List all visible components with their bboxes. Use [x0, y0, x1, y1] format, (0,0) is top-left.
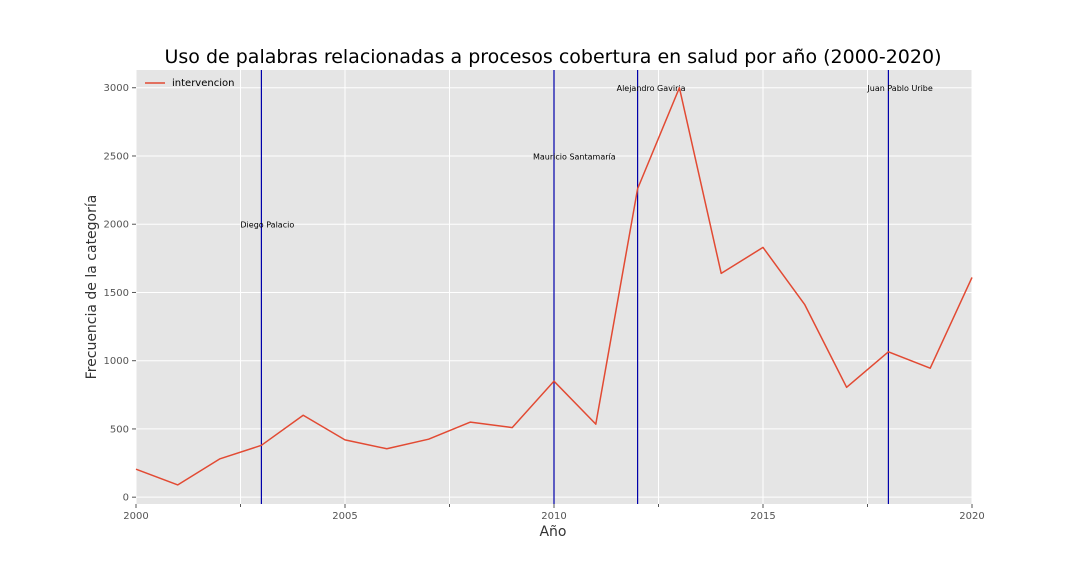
y-tick-label: 1500 [104, 288, 129, 299]
vertical-marker-label: Alejandro Gaviria [617, 84, 686, 93]
y-tick-label: 500 [110, 424, 129, 435]
x-axis: 2000 2005 2010 2015 2020 [123, 504, 985, 522]
y-tick-label: 0 [123, 493, 129, 504]
legend-label: intervencion [172, 78, 234, 89]
x-tick-label: 2020 [959, 511, 984, 522]
x-tick-label: 2005 [332, 511, 357, 522]
x-tick-label: 2015 [750, 511, 775, 522]
y-tick-label: 1000 [104, 356, 129, 367]
x-tick-label: 2000 [123, 511, 148, 522]
vertical-marker-label: Mauricio Santamaría [533, 152, 616, 161]
y-axis: 0 500 1000 1500 2000 2500 3000 [104, 83, 136, 504]
y-tick-label: 3000 [104, 83, 129, 94]
vertical-marker-label: Juan Pablo Uribe [866, 84, 932, 93]
vertical-marker-label: Diego Palacio [240, 221, 294, 230]
series-line-intervencion [135, 86, 973, 486]
x-tick-label: 2010 [541, 511, 566, 522]
series-layer [135, 86, 973, 486]
y-tick-label: 2000 [104, 220, 129, 231]
y-axis-title: Frecuencia de la categoría [84, 195, 100, 380]
vertical-markers: Diego Palacio Mauricio Santamaría Alejandr… [240, 70, 933, 504]
y-tick-label: 2500 [104, 151, 129, 162]
chart-title: Uso de palabras relacionadas a procesos … [164, 46, 941, 68]
x-axis-title: Año [539, 524, 566, 540]
legend: intervencion [145, 78, 234, 89]
